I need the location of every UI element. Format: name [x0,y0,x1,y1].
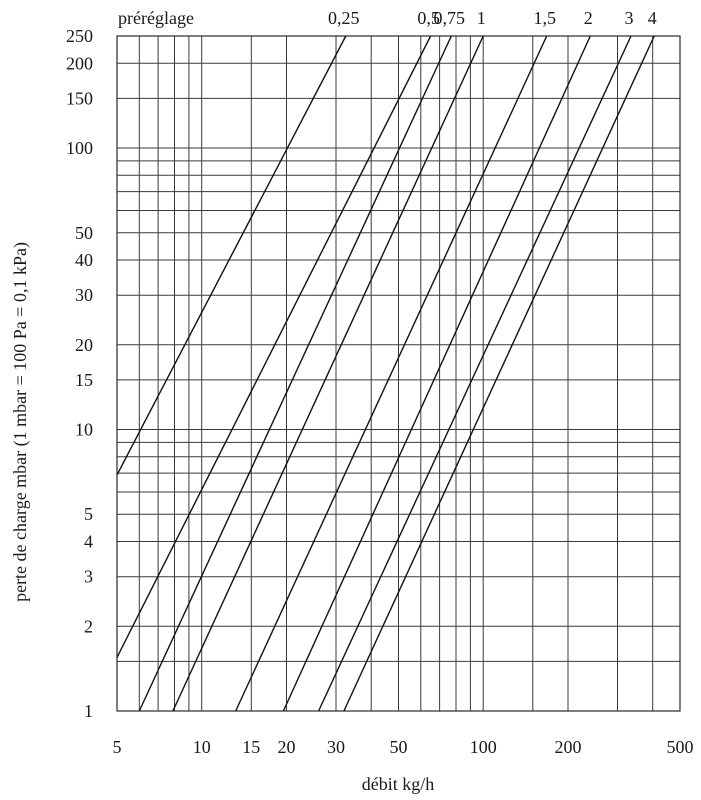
series-line-0-5 [116,35,432,658]
series-label: 1 [477,8,486,28]
y-tick-label: 10 [75,420,93,440]
y-tick-label: 5 [84,504,93,524]
y-tick-label: 1 [84,701,93,721]
y-tick-label: 250 [66,26,93,46]
y-tick-label: 200 [66,53,93,73]
y-tick-label: 4 [84,532,93,552]
series-label: 2 [584,8,593,28]
series-label: 0,25 [328,8,360,28]
series-label: 4 [648,8,657,28]
series-label: 0,75 [434,8,466,28]
x-tick-label: 200 [555,737,582,757]
x-tick-label: 50 [390,737,408,757]
y-tick-label: 20 [75,335,93,355]
y-axis-label: perte de charge mbar (1 mbar = 100 Pa = … [10,242,31,602]
tick-labels: 5 10 15 20 30 50 100 200 500 1 2 3 4 5 10 15 20 30 40 50 100… [66,26,694,757]
series-label: 1,5 [533,8,556,28]
y-tick-label: 2 [84,616,93,636]
series-line-2 [282,35,591,712]
series-labels: 0,25 0,50,75 1 1,5 2 3 4 [328,8,657,28]
x-tick-label: 500 [667,737,694,757]
x-tick-label: 5 [113,737,122,757]
series-line-0-75 [138,35,452,712]
series-label: 3 [625,8,634,28]
grid [117,35,680,712]
x-tick-label: 15 [242,737,260,757]
series-line-1-5 [235,35,548,712]
y-tick-label: 150 [66,88,93,108]
x-tick-label: 20 [278,737,296,757]
series-line-3 [317,35,632,712]
series-lines [116,35,655,712]
legend-title: préréglage [118,8,194,28]
plot-frame [116,35,681,712]
x-tick-label: 10 [193,737,211,757]
series-label: 0,5 [417,8,440,28]
series-line-1 [172,35,484,712]
series-line-0-25 [116,35,347,476]
series-line-4 [343,35,655,712]
x-tick-label: 100 [470,737,497,757]
x-tick-label: 30 [327,737,345,757]
y-tick-label: 50 [75,223,93,243]
y-tick-label: 30 [75,285,93,305]
y-tick-label: 3 [84,567,93,587]
y-tick-label: 40 [75,250,93,270]
y-tick-label: 100 [66,138,93,158]
x-axis-label: débit kg/h [362,774,435,794]
y-tick-label: 15 [75,370,93,390]
